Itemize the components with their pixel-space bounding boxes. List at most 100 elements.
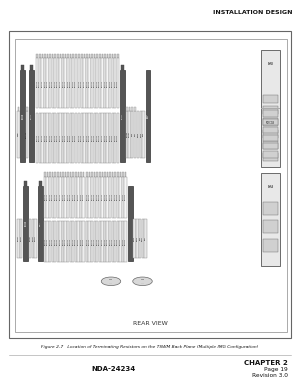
Text: MUX112: MUX112 xyxy=(92,135,93,141)
Text: MUX001: MUX001 xyxy=(50,194,51,200)
Bar xyxy=(112,54,113,58)
Bar xyxy=(49,177,51,218)
Text: MUX012: MUX012 xyxy=(57,238,58,245)
Bar xyxy=(129,107,130,111)
Text: MUX022: MUX022 xyxy=(68,194,69,200)
Bar xyxy=(62,172,64,177)
Text: MISC1B: MISC1B xyxy=(266,121,275,125)
Text: MISC4B
MISC5B: MISC4B MISC5B xyxy=(25,220,27,227)
Bar xyxy=(262,106,278,114)
Bar xyxy=(39,113,41,163)
Ellipse shape xyxy=(133,277,152,286)
Bar xyxy=(57,54,58,58)
Bar xyxy=(60,54,61,58)
Text: MUX132: MUX132 xyxy=(120,238,121,245)
Bar xyxy=(62,113,64,163)
Bar xyxy=(64,177,67,218)
Text: MUX020: MUX020 xyxy=(65,135,66,141)
Bar xyxy=(67,172,69,177)
Text: MUX001: MUX001 xyxy=(42,135,43,141)
Bar xyxy=(262,153,278,161)
Text: MUX032: MUX032 xyxy=(78,238,79,245)
Text: MIO20: MIO20 xyxy=(140,132,141,137)
Text: MUX100: MUX100 xyxy=(86,80,88,87)
Bar xyxy=(44,113,46,163)
Bar xyxy=(72,113,74,163)
Bar xyxy=(47,172,48,177)
Bar xyxy=(52,221,54,262)
Bar xyxy=(81,113,83,163)
Bar xyxy=(119,177,122,218)
Bar xyxy=(26,107,28,111)
Text: MUX010: MUX010 xyxy=(62,194,64,200)
Bar xyxy=(134,219,136,258)
Bar xyxy=(64,113,67,163)
Text: MUX000: MUX000 xyxy=(44,135,46,141)
Bar xyxy=(96,113,98,163)
Bar xyxy=(75,54,76,58)
Text: MUX121: MUX121 xyxy=(104,80,105,87)
Text: MUX011: MUX011 xyxy=(52,80,53,87)
Bar xyxy=(99,177,101,218)
Text: MUX013: MUX013 xyxy=(55,194,56,200)
Bar xyxy=(78,58,80,109)
Text: MUX130: MUX130 xyxy=(125,238,126,245)
Bar xyxy=(262,151,278,158)
Bar xyxy=(114,177,116,218)
Text: MUX113: MUX113 xyxy=(97,238,98,245)
Bar xyxy=(106,177,109,218)
Bar xyxy=(104,172,106,177)
Text: MUX013: MUX013 xyxy=(55,238,56,245)
Bar xyxy=(117,177,119,218)
Bar xyxy=(94,177,96,218)
Text: REAR VIEW: REAR VIEW xyxy=(133,321,167,326)
Bar xyxy=(102,172,103,177)
Bar xyxy=(88,221,91,262)
Text: MUX021: MUX021 xyxy=(70,238,71,245)
Text: MUX103: MUX103 xyxy=(79,135,80,141)
Text: MUX103: MUX103 xyxy=(86,194,88,200)
Text: MUX002: MUX002 xyxy=(47,194,48,200)
Bar xyxy=(46,58,49,109)
Bar xyxy=(140,111,142,158)
Text: MUX113: MUX113 xyxy=(89,135,90,141)
Bar xyxy=(125,172,126,177)
Bar xyxy=(117,221,119,262)
Text: MIO30: MIO30 xyxy=(134,236,135,241)
Bar xyxy=(52,54,53,58)
Text: MIO1: MIO1 xyxy=(145,236,146,241)
Bar xyxy=(81,58,83,109)
Bar xyxy=(77,221,80,262)
Bar xyxy=(128,111,131,158)
Text: MUX003: MUX003 xyxy=(44,194,46,200)
Bar xyxy=(131,107,133,111)
Bar xyxy=(120,172,121,177)
Text: MUX101: MUX101 xyxy=(84,135,85,141)
Bar xyxy=(94,54,95,58)
Bar xyxy=(55,172,56,177)
Text: PWRB: PWRB xyxy=(18,132,19,137)
Bar xyxy=(49,54,51,58)
Text: MUX131: MUX131 xyxy=(115,135,116,141)
Bar xyxy=(29,219,32,258)
Text: MUX012: MUX012 xyxy=(50,135,51,141)
Bar xyxy=(67,58,69,109)
Text: MUX111: MUX111 xyxy=(102,194,103,200)
Text: EMAFH: EMAFH xyxy=(122,113,123,119)
Bar xyxy=(70,113,72,163)
Text: MISC1B
MISC2B: MISC1B MISC2B xyxy=(22,113,24,119)
Text: MUX132: MUX132 xyxy=(112,135,113,141)
Text: MUX031: MUX031 xyxy=(73,80,74,87)
Bar xyxy=(117,113,119,163)
Text: MIO21
MIO1: MIO21 MIO1 xyxy=(147,113,149,118)
Text: MUX023: MUX023 xyxy=(57,80,58,87)
Bar xyxy=(32,219,34,258)
Bar xyxy=(72,221,74,262)
Bar xyxy=(75,172,76,177)
Bar xyxy=(70,177,72,218)
Bar xyxy=(29,70,34,162)
Bar xyxy=(91,113,93,163)
Text: MUX023: MUX023 xyxy=(57,135,58,141)
Text: MUX033: MUX033 xyxy=(68,80,69,87)
Text: MIO21: MIO21 xyxy=(142,236,143,241)
